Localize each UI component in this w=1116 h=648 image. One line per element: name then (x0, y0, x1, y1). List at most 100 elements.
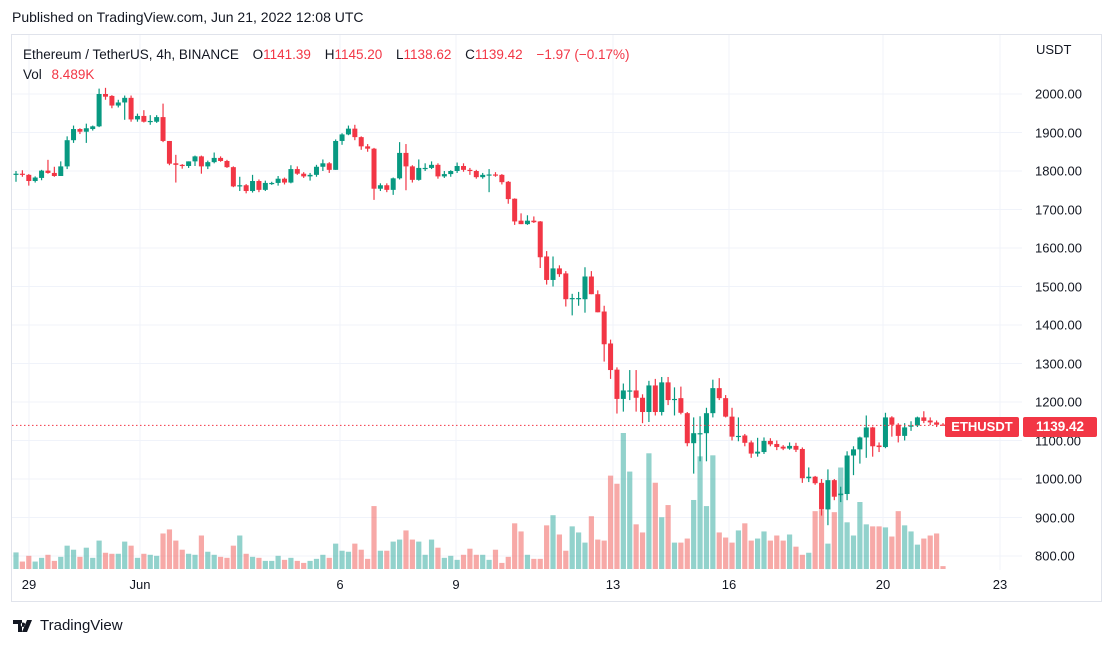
candle-body (51, 172, 57, 177)
volume-bar (882, 527, 889, 569)
candle-body (339, 134, 345, 141)
volume-bar (480, 554, 486, 569)
currency-label: USDT (1036, 42, 1072, 57)
volume-bar (198, 535, 204, 569)
candle-body (96, 94, 102, 127)
candle-body (454, 165, 460, 171)
candle-body (940, 424, 946, 426)
volume-bar (742, 523, 748, 569)
volume-bar (716, 532, 722, 569)
volume-bar (256, 557, 262, 569)
volume-bar (313, 558, 320, 569)
candle-body (793, 445, 799, 450)
volume-bar (365, 558, 371, 569)
volume-bar (767, 540, 773, 569)
volume-value: 8.489K (51, 67, 95, 82)
candle-body (154, 117, 160, 122)
y-tick-label: 1200.00 (1035, 394, 1082, 410)
low-label: L (396, 47, 404, 62)
volume-bar (51, 560, 57, 569)
candle-body (486, 174, 492, 176)
candle-body (819, 482, 825, 510)
candle-body (461, 165, 467, 170)
volume-bar (902, 525, 908, 569)
candle-body (243, 185, 249, 192)
candle-body (429, 164, 435, 168)
candle-body (179, 164, 185, 167)
candle-body (697, 433, 703, 435)
volume-bar (416, 541, 422, 569)
chart-frame (11, 34, 1102, 602)
candle-body (473, 171, 479, 178)
candle-body (608, 343, 614, 371)
volume-bar (160, 533, 166, 569)
candle-body (601, 311, 607, 345)
candle-body (230, 167, 236, 187)
volume-bar (288, 557, 294, 569)
candle-body (531, 220, 537, 223)
volume-bar (217, 556, 224, 569)
tradingview-logo[interactable]: TradingView (13, 617, 123, 634)
volume-bar (102, 552, 109, 569)
candle-body (512, 198, 518, 222)
volume-bar (294, 560, 300, 569)
candle-body (703, 413, 709, 434)
volume-bar (582, 542, 588, 569)
candle-body (365, 146, 371, 149)
candle-body (122, 97, 128, 103)
volume-bar (352, 543, 358, 569)
volume-bar (697, 456, 703, 569)
candle-body (77, 129, 83, 132)
volume-bar (499, 562, 505, 569)
volume-bar (32, 561, 38, 569)
candle-body (147, 120, 153, 123)
candle-body (397, 152, 403, 179)
candle-body (288, 169, 294, 183)
volume-bar (729, 542, 735, 569)
volume-bar (128, 545, 134, 569)
volume-bar (627, 471, 633, 569)
volume-bar (812, 511, 818, 569)
volume-bar (333, 543, 339, 569)
x-tick-label: 6 (336, 577, 344, 592)
candle-body (390, 178, 396, 190)
volume-bar (614, 483, 620, 569)
candle-body (192, 156, 198, 162)
candle-body (787, 445, 793, 449)
volume-bar (281, 559, 288, 569)
symbol-title[interactable]: Ethereum / TetherUS, 4h, BINANCE (23, 47, 239, 62)
candle-body (134, 115, 140, 120)
y-tick-label: 1000.00 (1035, 471, 1082, 487)
candle-body (646, 385, 652, 413)
chart-legend: Ethereum / TetherUS, 4h, BINANCE O1141.3… (23, 45, 630, 85)
candle-body (563, 273, 569, 300)
volume-bar (19, 561, 25, 569)
candle-body (729, 416, 735, 437)
volume-bar (141, 553, 147, 569)
candle-body (371, 148, 377, 189)
candle-body (671, 398, 677, 401)
candle-body (403, 152, 409, 167)
volume-bar (467, 548, 473, 569)
open-label: O (252, 47, 264, 62)
candle-body (927, 420, 933, 423)
volume-bar (45, 554, 51, 569)
candle-body (198, 156, 204, 167)
candle-body (141, 115, 147, 122)
volume-bar (934, 533, 940, 569)
candle-body (499, 174, 505, 183)
volume-bar (224, 557, 230, 569)
volume-bar (13, 552, 19, 569)
volume-bar (448, 555, 454, 569)
volume-bar (569, 526, 575, 569)
volume-bar (473, 554, 479, 569)
volume-bar (863, 524, 869, 569)
candle-body (780, 446, 786, 449)
candle-body (799, 448, 805, 479)
candle-body (269, 182, 275, 185)
volume-bar (396, 539, 403, 569)
candle-body (620, 390, 626, 399)
candle-body (505, 181, 511, 200)
volume-bar (735, 530, 742, 569)
